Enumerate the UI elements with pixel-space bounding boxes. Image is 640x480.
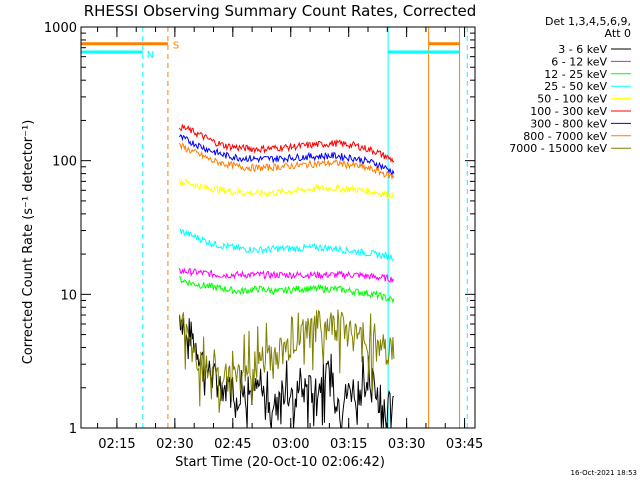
chart-title: RHESSI Observing Summary Count Rates, Co… xyxy=(84,2,477,20)
x-axis-label: Start Time (20-Oct-10 02:06:42) xyxy=(175,455,385,470)
legend-label-4: 50 - 100 keV xyxy=(537,93,607,106)
x-tick-label-6: 03:45 xyxy=(446,437,483,452)
series-line-8 xyxy=(179,309,395,413)
legend-label-3: 25 - 50 keV xyxy=(544,80,607,93)
series-line-7 xyxy=(179,142,395,181)
y-tick-label-2: 100 xyxy=(52,155,77,170)
x-tick-label-3: 03:00 xyxy=(272,437,309,452)
legend-header-line-2: Att 0 xyxy=(605,27,631,40)
y-tick-label-0: 1 xyxy=(69,422,77,437)
legend-label-8: 7000 - 15000 keV xyxy=(509,142,607,155)
s-flag-label: S xyxy=(173,41,179,52)
footer-timestamp: 16-Oct-2021 18:53 xyxy=(571,469,637,477)
x-tick-label-0: 02:15 xyxy=(98,437,135,452)
series-group xyxy=(179,124,395,429)
series-line-4 xyxy=(179,178,395,199)
plot-frame xyxy=(80,26,476,429)
flag-bars: SN xyxy=(81,41,460,61)
n-flag-label: N xyxy=(147,50,154,61)
series-line-6 xyxy=(179,134,395,176)
x-tick-label-1: 02:30 xyxy=(156,437,193,452)
series-line-1 xyxy=(179,267,395,284)
series-line-3 xyxy=(179,228,395,261)
event-markers xyxy=(142,27,468,428)
y-axis-label: Corrected Count Rate (s⁻¹ detector⁻¹) xyxy=(21,120,36,365)
legend-label-5: 100 - 300 keV xyxy=(530,105,607,118)
series-line-0 xyxy=(179,315,395,429)
x-tick-label-4: 03:15 xyxy=(330,437,367,452)
y-tick-label-3: 1000 xyxy=(44,21,77,36)
legend-label-2: 12 - 25 keV xyxy=(544,68,607,81)
series-line-5 xyxy=(179,124,395,163)
x-axis-ticks: 02:15 02:30 02:45 03:00 03:15 03:30 03:45 xyxy=(97,27,483,452)
legend-label-0: 3 - 6 keV xyxy=(558,43,607,56)
legend-label-7: 800 - 7000 keV xyxy=(523,130,607,143)
x-tick-label-2: 02:45 xyxy=(214,437,251,452)
legend-header-line-1: Det 1,3,4,5,6,9, xyxy=(545,15,631,28)
x-tick-label-5: 03:30 xyxy=(388,437,425,452)
legend-label-6: 300 - 800 keV xyxy=(530,117,607,130)
series-line-2 xyxy=(179,275,395,304)
legend-label-1: 6 - 12 keV xyxy=(551,55,607,68)
y-axis-ticks: 1 10 100 1000 xyxy=(44,21,475,437)
plot-border xyxy=(80,26,476,429)
y-tick-label-1: 10 xyxy=(60,288,77,303)
